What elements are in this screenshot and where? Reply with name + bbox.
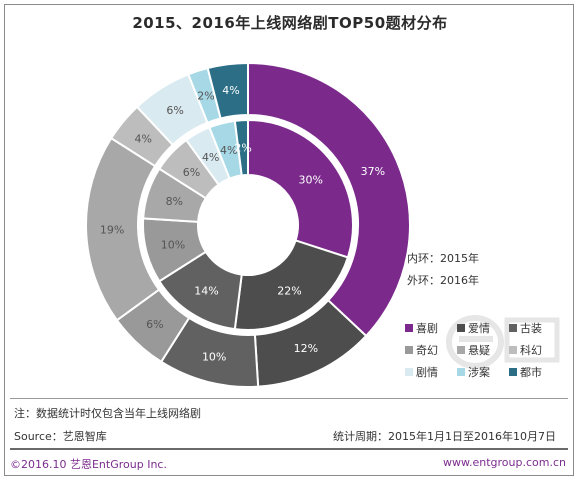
outer-ring-data-label-0: 37% bbox=[361, 165, 385, 178]
source-label: Source：艺恩智库 bbox=[14, 430, 107, 443]
outer-ring-data-label-1: 12% bbox=[294, 342, 318, 355]
outer-ring-slice-8 bbox=[206, 61, 249, 120]
outer-ring-slice-0 bbox=[247, 61, 411, 338]
legend-entry: 科幻 bbox=[509, 342, 542, 358]
legend-entry: 爱情 bbox=[457, 320, 490, 336]
inner-ring-slice-0 bbox=[247, 118, 354, 259]
legend-entry: 喜剧 bbox=[405, 320, 438, 336]
outer-ring-data-label-5: 4% bbox=[134, 132, 151, 145]
footnote: 注：数据统计时仅包含当年上线网络剧 bbox=[14, 407, 201, 420]
statistics-period: 统计周期：2015年1月1日至2016年10月7日 bbox=[333, 430, 556, 443]
outer-ring-data-label-4: 19% bbox=[100, 223, 124, 236]
legend-swatch bbox=[509, 324, 517, 332]
inner-ring-slice-1 bbox=[233, 239, 350, 331]
bottom-divider bbox=[10, 448, 568, 450]
watermark-logo-icon bbox=[446, 315, 560, 369]
legend-swatch bbox=[405, 368, 413, 376]
legend-entry: 古装 bbox=[509, 320, 542, 336]
legend-label: 涉案 bbox=[468, 366, 490, 379]
inner-ring-data-label-7: 4% bbox=[220, 144, 237, 157]
legend-swatch bbox=[405, 324, 413, 332]
legend-label: 科幻 bbox=[520, 344, 542, 357]
outer-ring-data-label-6: 6% bbox=[166, 104, 183, 117]
website-link[interactable]: www.entgroup.com.cn bbox=[443, 456, 566, 469]
inner-ring-key: 内环：2015年 bbox=[407, 252, 479, 265]
outer-ring-key: 外环：2016年 bbox=[407, 274, 479, 287]
inner-ring-data-label-3: 10% bbox=[161, 238, 185, 251]
legend-entry: 都市 bbox=[509, 364, 542, 380]
legend-label: 都市 bbox=[520, 366, 542, 379]
legend-label: 喜剧 bbox=[416, 322, 438, 335]
legend-entry: 剧情 bbox=[405, 364, 438, 380]
legend-swatch bbox=[509, 368, 517, 376]
outer-ring-data-label-2: 10% bbox=[202, 351, 226, 364]
chart-title: 2015、2016年上线网络剧TOP50题材分布 bbox=[132, 14, 448, 32]
inner-ring-data-label-8: 2% bbox=[234, 142, 251, 155]
legend-entry: 涉案 bbox=[457, 364, 490, 380]
legend-entry: 悬疑 bbox=[457, 342, 490, 358]
inner-ring-data-label-4: 8% bbox=[166, 195, 183, 208]
legend-swatch bbox=[457, 368, 465, 376]
inner-ring-slice-8 bbox=[233, 118, 249, 177]
outer-ring-data-label-8: 4% bbox=[222, 84, 239, 97]
footer-divider bbox=[10, 398, 568, 399]
legend-label: 奇幻 bbox=[416, 344, 438, 357]
legend-entry: 奇幻 bbox=[405, 342, 438, 358]
inner-ring-data-label-6: 4% bbox=[202, 151, 219, 164]
copyright: ©2016.10 艺恩EntGroup Inc. bbox=[10, 458, 167, 471]
inner-ring-data-label-5: 6% bbox=[183, 166, 200, 179]
outer-ring-data-label-3: 6% bbox=[146, 318, 163, 331]
legend-swatch bbox=[457, 346, 465, 354]
legend-label: 剧情 bbox=[416, 366, 438, 379]
legend-swatch bbox=[405, 346, 413, 354]
inner-ring-data-label-0: 30% bbox=[298, 173, 322, 186]
inner-ring-data-label-1: 22% bbox=[277, 284, 301, 297]
legend-label: 爱情 bbox=[468, 322, 490, 335]
legend-swatch bbox=[509, 346, 517, 354]
legend-label: 古装 bbox=[520, 322, 542, 335]
outer-ring-data-label-7: 2% bbox=[197, 90, 214, 103]
inner-ring-data-label-2: 14% bbox=[194, 284, 218, 297]
legend-swatch bbox=[457, 324, 465, 332]
legend-label: 悬疑 bbox=[468, 344, 490, 357]
